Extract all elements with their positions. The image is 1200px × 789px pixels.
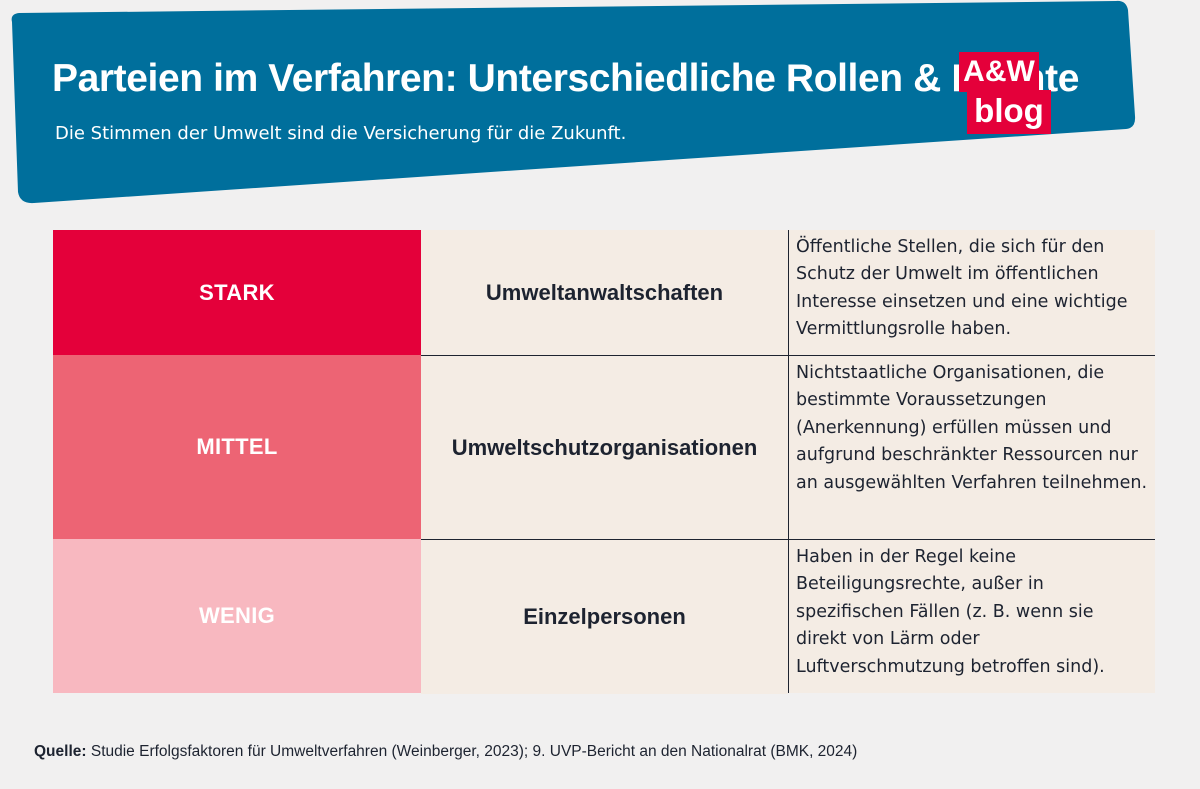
group-cell-einzelpersonen: Einzelpersonen: [421, 539, 788, 694]
roles-rights-table: STARK Umweltanwaltschaften Öffentliche S…: [53, 230, 1155, 694]
level-cell-mittel: MITTEL: [53, 355, 421, 539]
description-cell-umweltschutzorganisationen: Nichtstaatliche Organisationen, die best…: [788, 355, 1155, 539]
source-note: Quelle: Studie Erfolgsfaktoren für Umwel…: [34, 741, 857, 763]
source-label: Quelle:: [34, 743, 87, 760]
header-banner: [0, 0, 1200, 210]
description-cell-einzelpersonen: Haben in der Regel keine Beteiligungsrec…: [788, 539, 1155, 693]
logo-line-blog: blog: [967, 90, 1051, 134]
aw-blog-logo[interactable]: A&W blog: [957, 52, 1053, 136]
table-row-mittel: MITTEL Umweltschutzorganisationen Nichts…: [53, 355, 1155, 540]
description-cell-umweltanwaltschaften: Öffentliche Stellen, die sich für den Sc…: [788, 230, 1155, 355]
table-row-wenig: WENIG Einzelpersonen Haben in der Regel …: [53, 539, 1155, 694]
page-subtitle: Die Stimmen der Umwelt sind die Versiche…: [55, 123, 627, 144]
page-title: Parteien im Verfahren: Unterschiedliche …: [52, 57, 1079, 100]
level-cell-stark: STARK: [53, 230, 421, 355]
logo-line-aw: A&W: [959, 52, 1039, 92]
group-cell-umweltschutzorganisationen: Umweltschutzorganisationen: [421, 355, 788, 540]
source-text: Studie Erfolgsfaktoren für Umweltverfahr…: [86, 743, 858, 760]
table-row-stark: STARK Umweltanwaltschaften Öffentliche S…: [53, 230, 1155, 355]
header-background-shape: [11, 0, 1136, 204]
group-cell-umweltanwaltschaften: Umweltanwaltschaften: [421, 230, 788, 355]
level-cell-wenig: WENIG: [53, 539, 421, 693]
